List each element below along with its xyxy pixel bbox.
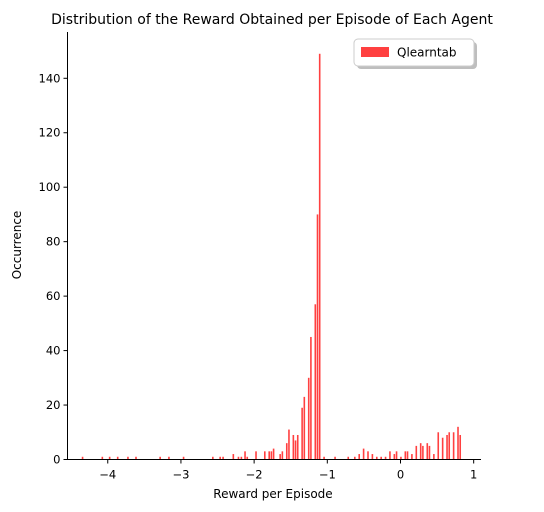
y-tick-label: 60 [46, 289, 61, 303]
histogram-bar [268, 451, 270, 460]
histogram-bar [318, 53, 321, 460]
x-axis-ticks: −4 −3 −2 −1 0 1 [99, 459, 477, 482]
histogram-bar [354, 456, 356, 460]
histogram-bar [246, 456, 249, 460]
legend: Qlearntab [353, 38, 477, 69]
x-axis-label: Reward per Episode [213, 487, 332, 501]
histogram-bar [244, 451, 246, 460]
histogram-bar [380, 456, 382, 460]
histogram-bar [323, 456, 325, 460]
histogram-bar [437, 432, 440, 460]
histogram-bar [406, 451, 409, 460]
histogram-bar [301, 407, 303, 460]
histogram-bar [334, 456, 336, 460]
histogram-bar [292, 434, 295, 460]
histogram-bar [272, 448, 275, 460]
histogram-bar [281, 451, 284, 460]
histogram-bar [168, 456, 170, 460]
histogram-bar [316, 214, 319, 460]
histogram-bar [347, 456, 350, 460]
histogram-bar [459, 434, 462, 460]
histogram-bar [288, 429, 290, 460]
histogram-bar [307, 377, 310, 460]
histogram-bar [101, 456, 104, 460]
histogram-bar [384, 456, 387, 460]
histogram-bar [212, 456, 214, 460]
histogram-bar [285, 443, 288, 460]
x-tick-label: 1 [470, 468, 477, 482]
histogram-bar [433, 454, 435, 460]
histogram-bar [310, 336, 312, 460]
histogram-bars [81, 53, 462, 460]
histogram-bar [419, 443, 422, 460]
histogram-bar [219, 456, 221, 460]
histogram-bar [294, 440, 297, 460]
histogram-bar [426, 443, 429, 460]
x-tick-label: −2 [246, 468, 263, 482]
histogram-bar [314, 304, 317, 460]
histogram-bar [448, 432, 451, 460]
histogram-bar [375, 456, 378, 460]
y-tick-label: 140 [39, 71, 61, 85]
histogram-bar [367, 451, 369, 460]
legend-label: Qlearntab [397, 46, 457, 60]
histogram-bar [222, 456, 224, 460]
histogram-bar [81, 456, 84, 460]
histogram-bar [358, 454, 361, 460]
histogram-bar [232, 454, 235, 460]
x-tick-label: −4 [99, 468, 116, 482]
x-tick-label: −1 [319, 468, 336, 482]
x-tick-label: −3 [172, 468, 189, 482]
histogram-bar [395, 451, 398, 460]
histogram-bar [240, 456, 243, 460]
histogram-bar [411, 454, 413, 460]
chart-title: Distribution of the Reward Obtained per … [51, 12, 493, 28]
histogram-bar [264, 451, 266, 460]
y-tick-label: 100 [39, 180, 61, 194]
y-axis-ticks: 0 20 40 60 80 100 120 140 [39, 71, 68, 467]
histogram-bar [400, 456, 402, 460]
histogram-bar [116, 456, 119, 460]
histogram-bar [270, 451, 273, 460]
histogram-bar [237, 456, 240, 460]
y-axis-label: Occurrence [10, 211, 24, 280]
x-tick-label: 0 [397, 468, 404, 482]
histogram-bar [371, 454, 374, 460]
histogram-bar [255, 451, 257, 460]
histogram-bar [182, 456, 185, 460]
y-tick-label: 120 [39, 126, 61, 140]
histogram-bar [441, 437, 444, 460]
histogram-bar [415, 445, 418, 460]
histogram-bar [135, 456, 137, 460]
legend-box [353, 38, 475, 67]
histogram-bar [428, 445, 431, 460]
y-tick-label: 80 [46, 235, 61, 249]
histogram-bar [296, 434, 299, 460]
histogram-bar [303, 396, 306, 460]
histogram-bar [404, 451, 407, 460]
histogram-bar [279, 454, 281, 460]
y-tick-label: 20 [46, 398, 61, 412]
histogram-bar [108, 456, 111, 460]
y-tick-label: 40 [46, 344, 61, 358]
y-tick-label: 0 [53, 453, 60, 467]
histogram-bar [159, 456, 161, 460]
histogram-bar [362, 448, 365, 460]
histogram-bar [422, 445, 424, 460]
histogram-bar [446, 434, 448, 460]
histogram-bar [452, 432, 455, 460]
histogram-bar [393, 454, 396, 460]
histogram-bar [457, 426, 459, 460]
histogram-bar [127, 456, 129, 460]
histogram-bar [389, 451, 391, 460]
legend-swatch [361, 47, 389, 57]
